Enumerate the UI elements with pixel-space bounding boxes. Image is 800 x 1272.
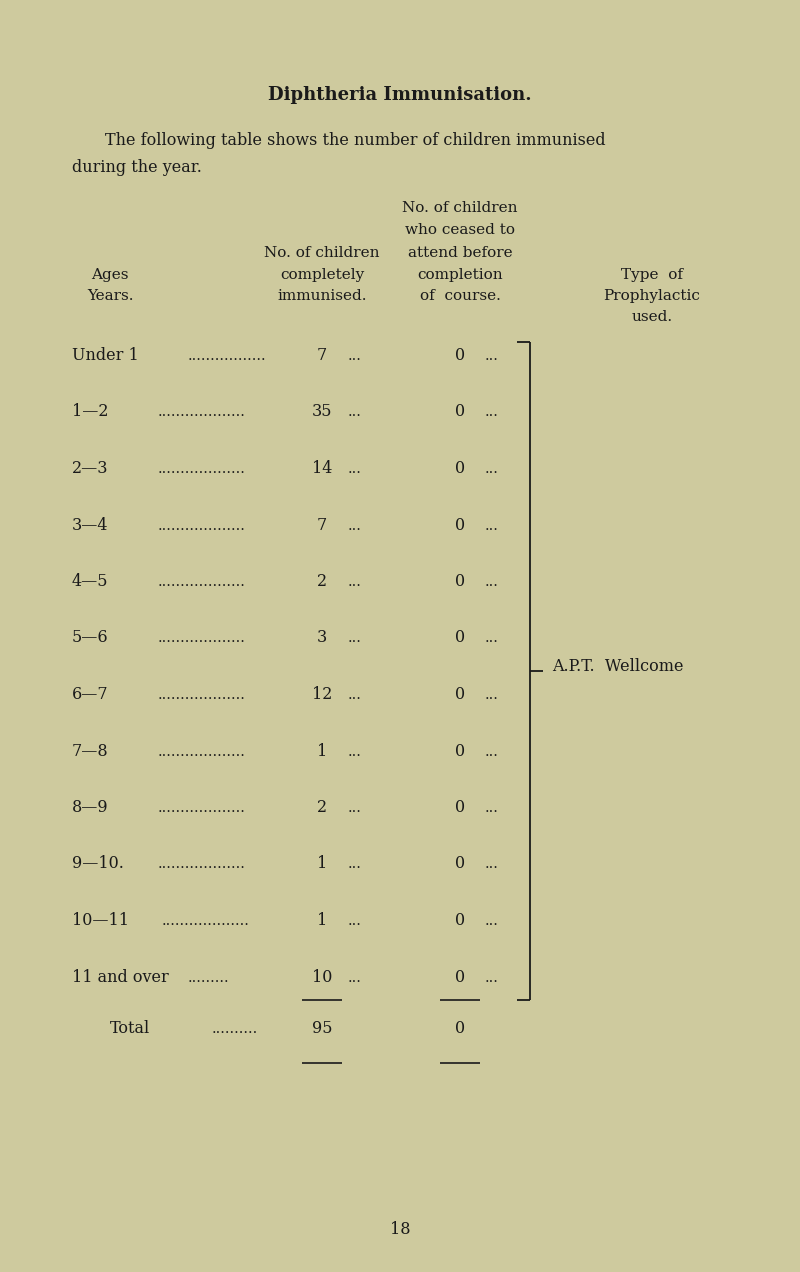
Text: 0: 0 <box>455 686 465 703</box>
Text: .................: ................. <box>188 349 266 363</box>
Text: who ceased to: who ceased to <box>405 223 515 237</box>
Text: 0: 0 <box>455 743 465 759</box>
Text: 8—9: 8—9 <box>72 799 109 817</box>
Text: 0: 0 <box>455 799 465 817</box>
Text: 18: 18 <box>390 1221 410 1238</box>
Text: completion: completion <box>417 268 503 282</box>
Text: 7—8: 7—8 <box>72 743 109 759</box>
Text: ...: ... <box>485 631 499 645</box>
Text: 7: 7 <box>317 516 327 533</box>
Text: 14: 14 <box>312 460 332 477</box>
Text: ...: ... <box>348 857 362 871</box>
Text: 12: 12 <box>312 686 332 703</box>
Text: 11 and over: 11 and over <box>72 968 169 986</box>
Text: ...: ... <box>485 688 499 702</box>
Text: 2: 2 <box>317 799 327 817</box>
Text: ...: ... <box>348 744 362 758</box>
Text: 0: 0 <box>455 460 465 477</box>
Text: ...: ... <box>348 575 362 589</box>
Text: of  course.: of course. <box>419 289 501 303</box>
Text: 0: 0 <box>455 572 465 590</box>
Text: 0: 0 <box>455 516 465 533</box>
Text: ...: ... <box>485 915 499 929</box>
Text: 2—3: 2—3 <box>72 460 109 477</box>
Text: 95: 95 <box>312 1020 332 1037</box>
Text: ...................: ................... <box>158 575 246 589</box>
Text: 6—7: 6—7 <box>72 686 109 703</box>
Text: 1: 1 <box>317 856 327 873</box>
Text: ...................: ................... <box>162 915 250 929</box>
Text: 10: 10 <box>312 968 332 986</box>
Text: ...................: ................... <box>158 631 246 645</box>
Text: ...: ... <box>348 406 362 420</box>
Text: Under 1: Under 1 <box>72 347 138 364</box>
Text: .........: ......... <box>188 971 230 985</box>
Text: A.P.T.  Wellcome: A.P.T. Wellcome <box>552 658 683 674</box>
Text: Total: Total <box>110 1020 150 1037</box>
Text: 9—10.: 9—10. <box>72 856 124 873</box>
Text: Diphtheria Immunisation.: Diphtheria Immunisation. <box>268 86 532 104</box>
Text: 0: 0 <box>455 347 465 364</box>
Text: ...: ... <box>485 575 499 589</box>
Text: 0: 0 <box>455 968 465 986</box>
Text: 0: 0 <box>455 856 465 873</box>
Text: 10—11: 10—11 <box>72 912 129 929</box>
Text: ...................: ................... <box>158 688 246 702</box>
Text: 1: 1 <box>317 743 327 759</box>
Text: ..........: .......... <box>212 1021 258 1035</box>
Text: The following table shows the number of children immunised: The following table shows the number of … <box>105 132 606 149</box>
Text: 2: 2 <box>317 572 327 590</box>
Text: 3—4: 3—4 <box>72 516 109 533</box>
Text: ...: ... <box>485 801 499 815</box>
Text: Years.: Years. <box>86 289 134 303</box>
Text: ...: ... <box>485 349 499 363</box>
Text: ...: ... <box>485 406 499 420</box>
Text: ...: ... <box>485 857 499 871</box>
Text: No. of children: No. of children <box>264 245 380 259</box>
Text: ...: ... <box>348 349 362 363</box>
Text: 0: 0 <box>455 403 465 421</box>
Text: 5—6: 5—6 <box>72 630 109 646</box>
Text: ...................: ................... <box>158 462 246 476</box>
Text: ...: ... <box>485 519 499 533</box>
Text: ...................: ................... <box>158 801 246 815</box>
Text: ...: ... <box>485 462 499 476</box>
Text: 35: 35 <box>312 403 332 421</box>
Text: completely: completely <box>280 268 364 282</box>
Text: 0: 0 <box>455 1020 465 1037</box>
Text: 1: 1 <box>317 912 327 929</box>
Text: Ages: Ages <box>91 268 129 282</box>
Text: 3: 3 <box>317 630 327 646</box>
Text: 0: 0 <box>455 912 465 929</box>
Text: ...: ... <box>348 519 362 533</box>
Text: Prophylactic: Prophylactic <box>603 289 701 303</box>
Text: ...: ... <box>485 971 499 985</box>
Text: 7: 7 <box>317 347 327 364</box>
Text: 0: 0 <box>455 630 465 646</box>
Text: ...: ... <box>348 915 362 929</box>
Text: ...: ... <box>348 801 362 815</box>
Text: No. of children: No. of children <box>402 201 518 215</box>
Text: ...: ... <box>485 744 499 758</box>
Text: ...................: ................... <box>158 519 246 533</box>
Text: ...: ... <box>348 631 362 645</box>
Text: ...: ... <box>348 971 362 985</box>
Text: immunised.: immunised. <box>278 289 366 303</box>
Text: ...................: ................... <box>158 406 246 420</box>
Text: during the year.: during the year. <box>72 159 202 176</box>
Text: 4—5: 4—5 <box>72 572 109 590</box>
Text: used.: used. <box>631 310 673 324</box>
Text: ...: ... <box>348 688 362 702</box>
Text: ...: ... <box>348 462 362 476</box>
Text: Type  of: Type of <box>621 268 683 282</box>
Text: ...................: ................... <box>158 744 246 758</box>
Text: 1—2: 1—2 <box>72 403 109 421</box>
Text: attend before: attend before <box>408 245 512 259</box>
Text: ...................: ................... <box>158 857 246 871</box>
